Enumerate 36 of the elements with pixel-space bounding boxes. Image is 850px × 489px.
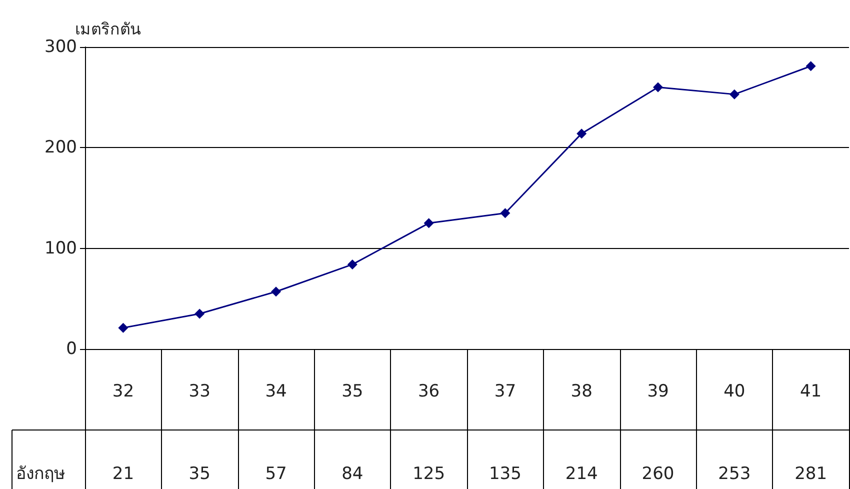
text: อังกฤษ [16, 464, 65, 484]
point [194, 308, 205, 319]
data-label: 214 [565, 464, 598, 484]
y-tick-label: 0 [66, 339, 77, 359]
data-label: 135 [488, 464, 522, 484]
x-tick-label: 36 [418, 382, 440, 402]
point [500, 208, 510, 218]
x-tick-label: 39 [647, 382, 669, 402]
y-axis-title: เมตริกตัน [75, 20, 141, 38]
point [576, 128, 587, 139]
x-tick-label: 38 [570, 382, 592, 402]
y-tick-label: 300 [44, 37, 77, 57]
point [806, 61, 816, 72]
y-tick-label: 100 [44, 238, 77, 258]
point [729, 89, 740, 100]
x-tick-label: 33 [188, 382, 210, 402]
data-label: 260 [642, 464, 674, 484]
data-label: 281 [794, 464, 828, 484]
y-tick-label: 200 [44, 138, 77, 158]
point [271, 286, 281, 297]
data-label: 253 [718, 464, 751, 484]
x-tick-label: 32 [112, 382, 134, 402]
point [347, 259, 358, 270]
data-label: 125 [412, 464, 446, 484]
point [653, 82, 663, 92]
point [118, 322, 128, 333]
data-label: 35 [188, 464, 210, 484]
x-tick-label: 35 [342, 382, 364, 402]
data-label: 57 [265, 464, 287, 484]
data-label: 84 [342, 464, 364, 484]
x-tick-label: 34 [265, 382, 287, 402]
x-tick-label: 37 [494, 382, 516, 402]
x-tick-label: 41 [800, 382, 822, 402]
point [424, 218, 434, 228]
x-tick-label: 40 [724, 382, 746, 402]
data-label: 21 [112, 464, 134, 484]
